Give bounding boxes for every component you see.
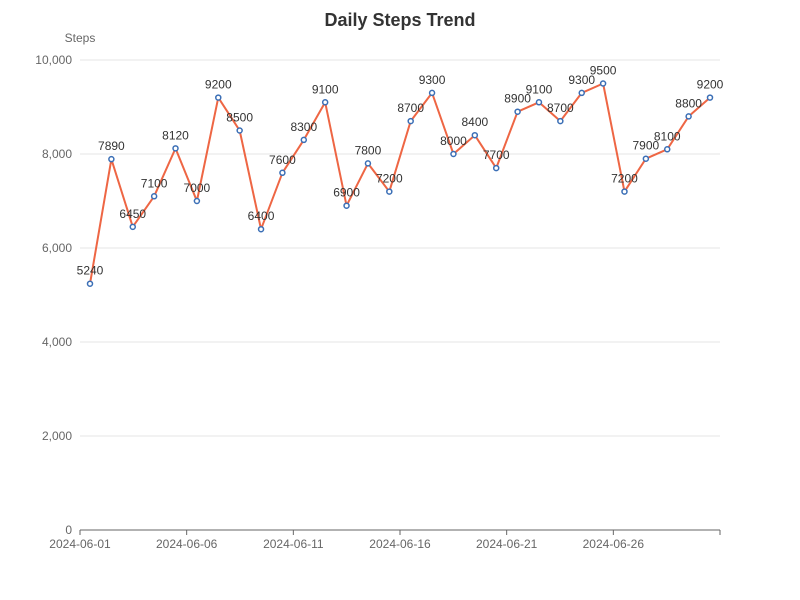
chart-title: Daily Steps Trend	[324, 10, 476, 30]
data-point[interactable]	[706, 94, 714, 101]
data-point[interactable]	[172, 145, 179, 152]
data-point[interactable]	[129, 223, 137, 231]
data-label: 8500	[226, 111, 253, 125]
data-point[interactable]	[386, 188, 393, 195]
data-label: 8700	[547, 101, 574, 115]
y-tick-label: 6,000	[42, 241, 72, 255]
axes: 0 2,000 4,000 6,000 8,000 10,000 2024-06-01 202…	[35, 53, 721, 551]
data-point[interactable]	[215, 94, 222, 101]
data-label: 6450	[119, 207, 146, 221]
data-label: 8000	[440, 134, 467, 148]
y-axis-title: Steps	[65, 31, 96, 45]
x-tick-label: 2024-06-06	[156, 537, 218, 551]
y-tick-label: 2,000	[42, 429, 72, 443]
data-label: 7800	[355, 143, 382, 157]
data-label: 7600	[269, 153, 296, 167]
data-point[interactable]	[428, 89, 436, 97]
data-point[interactable]	[685, 113, 692, 120]
data-point[interactable]	[108, 155, 115, 163]
data-label: 8400	[461, 115, 488, 129]
y-tick-label: 0	[65, 523, 72, 537]
data-label: 8900	[504, 92, 531, 106]
data-label: 7200	[611, 172, 638, 186]
data-label: 9200	[697, 78, 724, 92]
data-label: 7100	[141, 176, 168, 190]
data-point[interactable]	[492, 164, 500, 172]
data-point[interactable]	[599, 80, 607, 87]
data-label: 9100	[526, 82, 553, 96]
x-tick-label: 2024-06-01	[49, 537, 111, 551]
data-point[interactable]	[450, 150, 457, 158]
y-tick-label: 10,000	[35, 53, 72, 67]
data-label: 8100	[654, 129, 681, 143]
data-label: 7890	[98, 139, 125, 153]
data-label: 9500	[590, 64, 617, 78]
y-tick-label: 4,000	[42, 335, 72, 349]
data-label: 9100	[312, 82, 339, 96]
data-label: 5240	[77, 264, 104, 278]
data-labels: 5240 7890 6450 7100 8120 7000 9200 8500 6400 7600…	[77, 64, 724, 278]
data-point[interactable]	[364, 160, 372, 167]
data-label: 7700	[483, 148, 510, 162]
data-label: 7000	[184, 181, 211, 195]
series-line	[89, 82, 711, 284]
data-point[interactable]	[343, 202, 350, 209]
data-label: 6900	[333, 186, 360, 200]
data-point[interactable]	[407, 117, 414, 125]
data-point[interactable]	[578, 89, 585, 97]
data-point[interactable]	[535, 99, 543, 106]
data-label: 9200	[205, 78, 232, 92]
x-tick-label: 2024-06-26	[583, 537, 645, 551]
data-label: 8700	[397, 101, 424, 115]
data-point[interactable]	[150, 193, 158, 200]
data-point[interactable]	[471, 131, 479, 139]
data-label: 7200	[376, 172, 403, 186]
data-label: 7900	[633, 139, 660, 153]
data-label: 8120	[162, 128, 189, 142]
data-point[interactable]	[86, 280, 94, 287]
data-point[interactable]	[300, 136, 308, 144]
series-steps	[86, 80, 714, 287]
data-label: 9300	[568, 73, 595, 87]
data-label: 8300	[290, 120, 317, 134]
y-tick-label: 8,000	[42, 147, 72, 161]
data-label: 9300	[419, 73, 446, 87]
data-label: 8800	[675, 96, 702, 110]
x-tick-label: 2024-06-16	[369, 537, 431, 551]
data-point[interactable]	[514, 108, 521, 115]
grid-lines	[80, 59, 720, 437]
data-point[interactable]	[621, 188, 628, 195]
x-tick-label: 2024-06-21	[476, 537, 538, 551]
data-point[interactable]	[257, 225, 265, 233]
data-point[interactable]	[663, 146, 671, 153]
data-point[interactable]	[193, 197, 201, 205]
data-point[interactable]	[321, 99, 329, 106]
x-tick-label: 2024-06-11	[263, 537, 324, 551]
data-label: 6400	[248, 209, 275, 223]
data-point[interactable]	[557, 117, 564, 125]
data-point[interactable]	[279, 169, 286, 177]
data-point[interactable]	[236, 127, 243, 134]
data-point[interactable]	[642, 155, 650, 162]
